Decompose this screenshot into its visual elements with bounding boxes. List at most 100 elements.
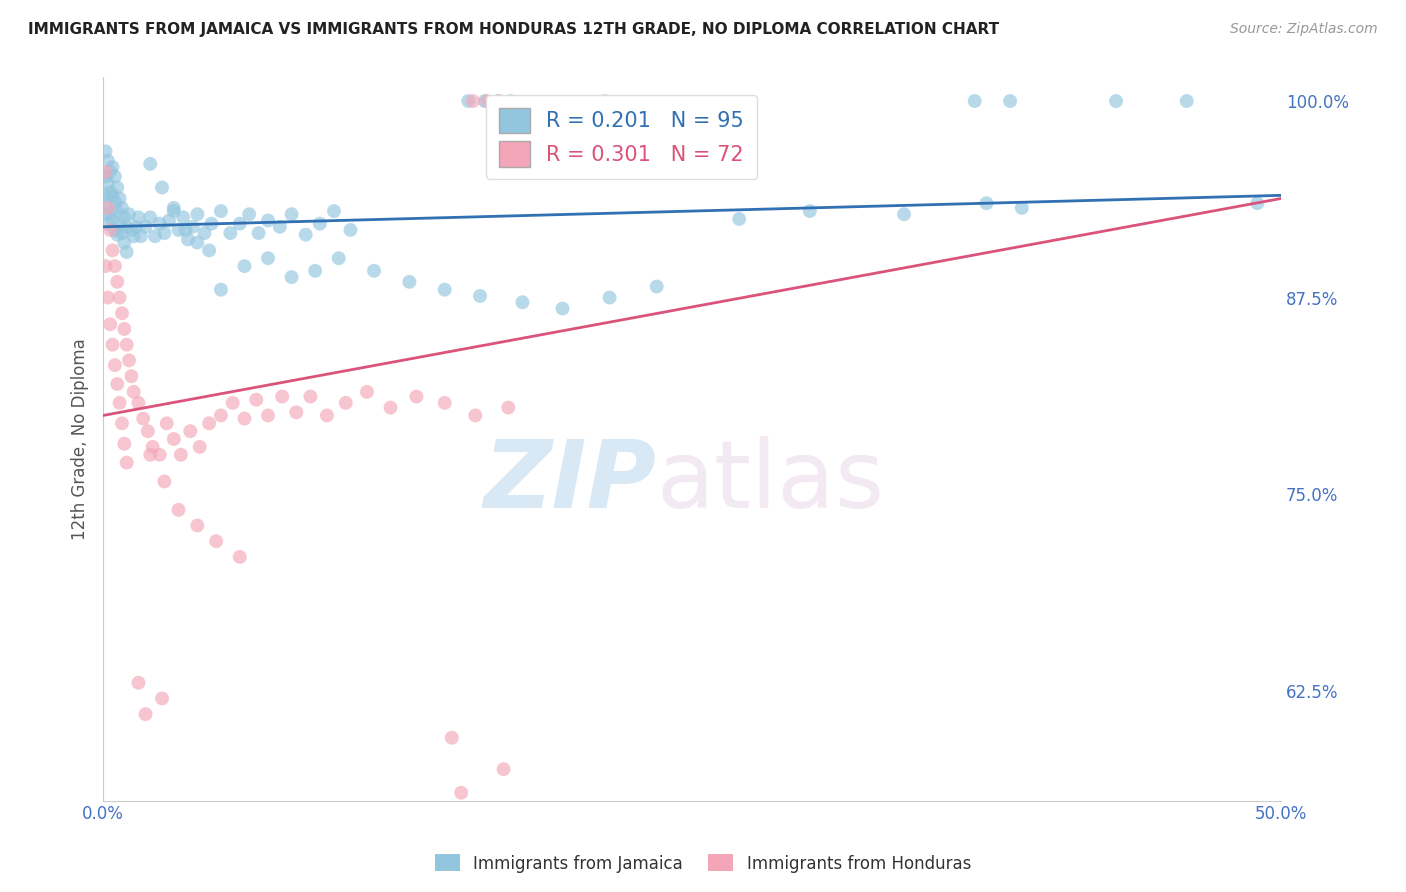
Point [172,211,194,225]
Point [1011,201,1033,215]
Text: Source: ZipAtlas.com: Source: ZipAtlas.com [1230,22,1378,37]
Point [219,226,242,240]
Point [174,223,197,237]
Point [405,390,427,404]
Point [136,424,159,438]
Point [339,223,361,237]
Point [269,219,291,234]
Point [101,160,124,174]
Point [257,409,280,423]
Point [294,227,316,242]
Point [209,283,232,297]
Point [335,396,357,410]
Point [1246,196,1268,211]
Point [111,417,134,431]
Point [94,165,117,179]
Point [308,217,330,231]
Point [728,211,751,226]
Point [247,226,270,240]
Point [380,401,402,415]
Point [1175,94,1198,108]
Point [179,424,201,438]
Point [112,322,135,336]
Point [153,226,176,240]
Point [108,217,131,231]
Point [356,384,378,399]
Point [468,289,491,303]
Point [599,291,621,305]
Point [98,223,121,237]
Point [285,405,308,419]
Point [122,384,145,399]
Point [205,534,228,549]
Point [150,691,173,706]
Point [101,213,124,227]
Point [433,396,456,410]
Point [188,440,211,454]
Point [139,157,162,171]
Point [893,207,915,221]
Legend: Immigrants from Jamaica, Immigrants from Honduras: Immigrants from Jamaica, Immigrants from… [429,847,977,880]
Point [257,213,280,227]
Point [304,264,326,278]
Point [115,219,138,234]
Legend: R = 0.201   N = 95, R = 0.301   N = 72: R = 0.201 N = 95, R = 0.301 N = 72 [486,95,756,179]
Point [998,94,1021,108]
Point [593,94,616,108]
Point [94,145,117,159]
Point [475,94,498,108]
Point [153,475,176,489]
Point [108,396,131,410]
Point [198,244,221,258]
Point [115,244,138,259]
Point [157,213,180,227]
Point [316,409,339,423]
Point [488,94,510,108]
Point [551,301,574,316]
Point [464,409,486,423]
Point [111,306,134,320]
Point [104,259,127,273]
Point [129,229,152,244]
Point [512,295,534,310]
Point [98,165,121,179]
Point [457,94,479,108]
Point [363,264,385,278]
Point [149,217,172,231]
Point [177,232,200,246]
Point [799,204,821,219]
Point [142,440,165,454]
Point [101,244,124,258]
Point [112,235,135,250]
Y-axis label: 12th Grade, No Diploma: 12th Grade, No Diploma [72,338,89,540]
Point [94,188,117,202]
Point [118,353,141,368]
Point [156,417,179,431]
Point [976,196,998,211]
Point [127,396,149,410]
Point [104,169,127,184]
Point [105,227,128,242]
Point [167,502,190,516]
Point [118,207,141,221]
Point [271,390,294,404]
Point [221,396,243,410]
Point [280,207,302,221]
Point [125,219,148,234]
Point [163,201,186,215]
Point [135,707,157,722]
Point [433,283,456,297]
Point [198,417,221,431]
Point [149,448,172,462]
Point [101,188,124,202]
Point [120,223,142,237]
Point [115,337,138,351]
Point [139,211,162,225]
Point [115,456,138,470]
Point [127,211,149,225]
Point [170,448,193,462]
Point [398,275,420,289]
Point [209,409,232,423]
Text: IMMIGRANTS FROM JAMAICA VS IMMIGRANTS FROM HONDURAS 12TH GRADE, NO DIPLOMA CORRE: IMMIGRANTS FROM JAMAICA VS IMMIGRANTS FR… [28,22,1000,37]
Point [229,217,252,231]
